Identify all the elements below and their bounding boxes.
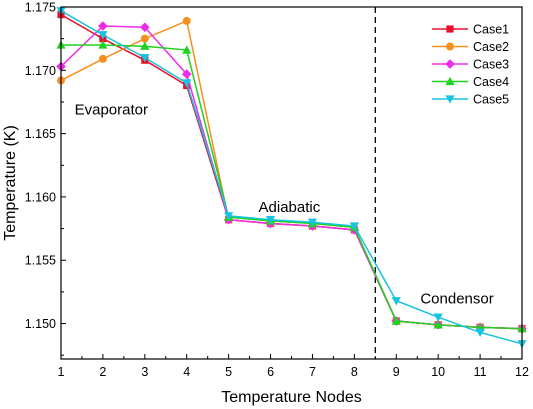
x-tick-label: 7 xyxy=(309,365,316,379)
series-layer xyxy=(56,7,527,349)
legend-marker xyxy=(446,25,454,33)
legend-label: Case3 xyxy=(473,58,509,72)
legend-item-case5: Case5 xyxy=(432,93,509,107)
data-point xyxy=(98,21,108,31)
x-tick-label: 9 xyxy=(393,365,400,379)
data-point xyxy=(140,22,150,33)
data-point xyxy=(265,216,276,225)
legend-label: Case2 xyxy=(473,40,509,54)
legend-marker xyxy=(445,95,455,104)
legend: Case1 Case2 Case3 Case4 Case5 xyxy=(432,23,509,107)
legend-item-case2: Case2 xyxy=(432,40,509,54)
data-point xyxy=(391,316,401,325)
legend-item-case1: Case1 xyxy=(432,23,509,37)
series-line xyxy=(60,10,523,345)
series-line xyxy=(60,19,523,330)
x-axis-label: Temperature Nodes xyxy=(221,389,362,406)
data-point xyxy=(140,34,149,43)
data-point xyxy=(224,212,234,221)
region-label-adiabatic: Adiabatic xyxy=(259,199,321,216)
series-line xyxy=(60,13,523,330)
legend-item-case3: Case3 xyxy=(432,58,509,72)
x-tick-label: 11 xyxy=(474,365,487,379)
x-tick-label: 4 xyxy=(183,365,190,379)
series-case1 xyxy=(57,10,526,333)
y-tick-label: 1.170 xyxy=(25,64,56,78)
data-point xyxy=(98,40,108,49)
series-case4 xyxy=(56,40,527,333)
data-point xyxy=(433,320,443,329)
data-point xyxy=(98,31,108,40)
series-line xyxy=(60,25,523,330)
x-tick-label: 2 xyxy=(99,365,106,379)
series-case3 xyxy=(56,21,527,334)
region-label-evaporator: Evaporator xyxy=(75,102,148,119)
x-tick-label: 5 xyxy=(225,365,232,379)
data-point xyxy=(181,69,192,79)
ticks: 1 2 3 4 5 6 7 8 9 10 11 121.1501.1551.1601.1651.170… xyxy=(25,1,529,380)
data-point xyxy=(182,45,192,54)
region-label-condensor: Condensor xyxy=(420,290,493,307)
y-tick-label: 1.165 xyxy=(25,127,56,141)
y-tick-label: 1.175 xyxy=(25,1,56,15)
y-axis-label: Temperature (K) xyxy=(2,125,19,241)
legend-item-case4: Case4 xyxy=(432,75,509,89)
y-tick-label: 1.155 xyxy=(25,254,56,268)
series-line xyxy=(61,44,523,330)
legend-marker xyxy=(446,42,454,51)
x-tick-label: 3 xyxy=(141,365,148,379)
legend-label: Case4 xyxy=(473,75,509,89)
x-tick-label: 12 xyxy=(515,365,529,379)
legend-marker xyxy=(445,59,455,69)
data-point xyxy=(349,222,359,231)
data-point xyxy=(307,218,318,227)
y-tick-label: 1.160 xyxy=(25,190,56,204)
x-tick-label: 10 xyxy=(431,365,445,379)
data-point xyxy=(475,328,485,338)
data-point xyxy=(182,79,192,88)
legend-marker xyxy=(445,76,455,86)
data-point xyxy=(433,313,443,322)
series-case5 xyxy=(56,7,527,349)
data-point xyxy=(140,53,150,63)
legend-label: Case5 xyxy=(473,93,509,107)
legend-label: Case1 xyxy=(473,23,509,37)
x-tick-label: 1 xyxy=(58,365,65,379)
x-tick-label: 6 xyxy=(267,365,274,379)
y-tick-label: 1.150 xyxy=(25,317,56,331)
x-tick-label: 8 xyxy=(351,365,358,379)
data-point xyxy=(98,54,107,63)
data-point xyxy=(391,297,401,306)
annotations: Evaporator Adiabatic Condensor xyxy=(75,102,494,308)
data-point xyxy=(182,16,191,25)
data-point xyxy=(140,41,150,50)
